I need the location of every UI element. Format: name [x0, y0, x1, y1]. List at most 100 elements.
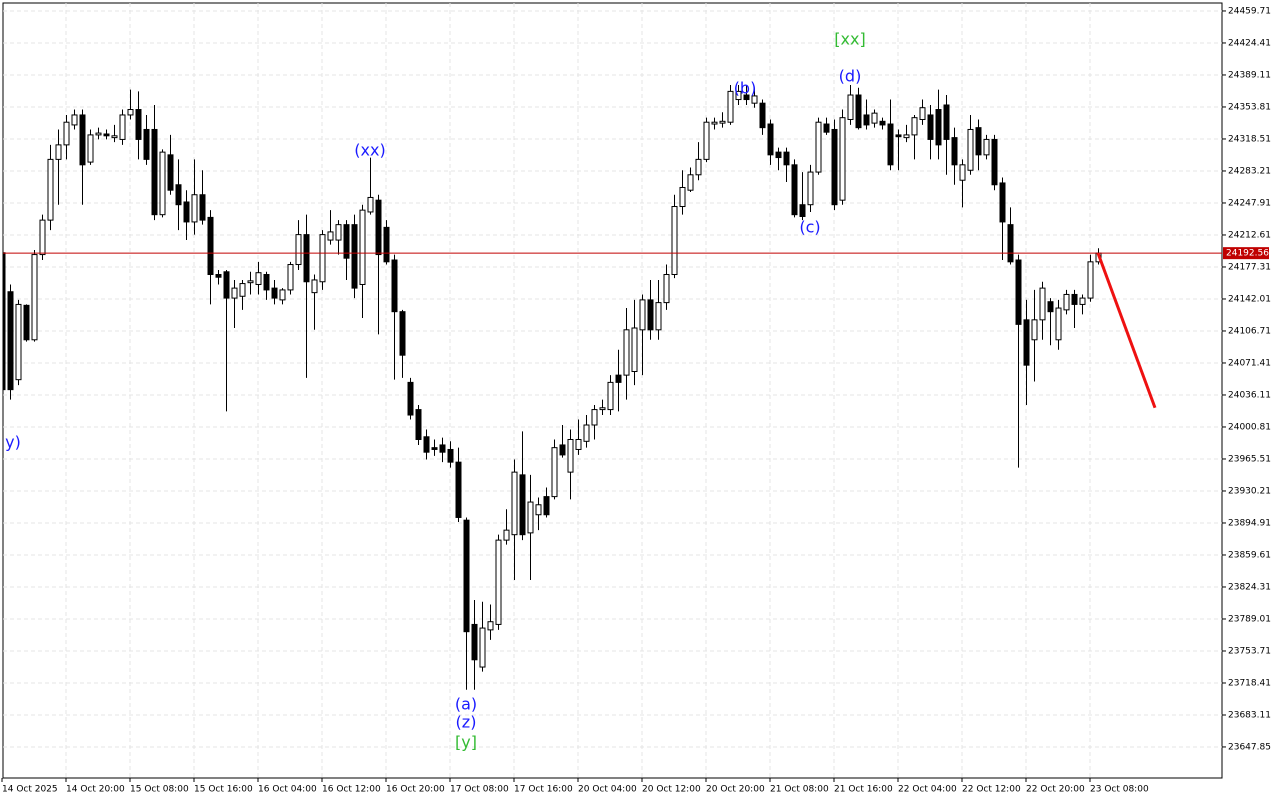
candle-body	[711, 121, 718, 125]
candle-body	[663, 274, 670, 304]
candle-body	[295, 234, 302, 266]
candle-body	[1055, 307, 1062, 341]
candle-body	[967, 128, 974, 171]
y-tick-label: 23965.51	[1228, 454, 1271, 464]
x-tick-label: 22 Oct 12:00	[962, 785, 1021, 795]
candle-body	[903, 134, 910, 139]
wave-label: (a)	[455, 695, 477, 714]
y-tick-label: 23718.41	[1228, 678, 1271, 688]
candle-body	[783, 151, 790, 166]
candle-body	[599, 407, 606, 411]
candle-body	[439, 444, 446, 453]
candle-body	[1063, 293, 1070, 311]
candle-body	[751, 95, 758, 104]
candle-body	[319, 234, 326, 283]
candle-body	[39, 219, 46, 256]
candle-body	[303, 234, 310, 283]
y-tick-label: 24142.01	[1228, 294, 1271, 304]
candle-body	[983, 138, 990, 156]
candle-body	[855, 94, 862, 129]
x-tick-label: 20 Oct 04:00	[578, 785, 637, 795]
candle-body	[975, 127, 982, 156]
candle-body	[247, 280, 254, 284]
y-tick-label: 24036.11	[1228, 390, 1271, 400]
y-tick-label: 24318.51	[1228, 134, 1271, 144]
candle-body	[255, 272, 262, 285]
candle-body	[679, 186, 686, 208]
candle-body	[943, 104, 950, 140]
x-tick-label: 23 Oct 08:00	[1090, 785, 1149, 795]
candle-body	[759, 102, 766, 129]
candle-body	[895, 134, 902, 138]
y-tick-label: 24106.71	[1228, 326, 1271, 336]
candle-body	[999, 182, 1006, 223]
candle-body	[47, 158, 54, 221]
candle-body	[31, 254, 38, 341]
candle-body	[623, 329, 630, 376]
candle-body	[55, 144, 62, 160]
forecast-line	[1096, 252, 1157, 409]
candle-body	[199, 194, 206, 221]
candle-body	[223, 271, 230, 299]
candle-body	[727, 90, 734, 123]
candle-body	[1015, 259, 1022, 325]
candle-body	[103, 133, 110, 137]
y-tick-label: 23859.61	[1228, 550, 1271, 560]
candle-body	[7, 291, 14, 391]
candle-body	[1079, 297, 1086, 305]
y-tick-label: 24071.41	[1228, 358, 1271, 368]
candle-body	[1047, 301, 1054, 313]
candle-body	[775, 151, 782, 159]
candle-body	[831, 128, 838, 206]
plot-area	[3, 85, 1222, 690]
wave-label: (b)	[734, 79, 757, 98]
candle-body	[807, 171, 814, 206]
candle-body	[839, 117, 846, 201]
candle-body	[543, 496, 550, 516]
candle-body	[487, 621, 494, 631]
candle-body	[63, 121, 70, 146]
x-tick-label: 15 Oct 16:00	[194, 785, 253, 795]
candle-body	[87, 134, 94, 163]
y-tick-label: 24353.81	[1228, 102, 1271, 112]
candle-body	[143, 128, 150, 160]
candle-body	[527, 501, 534, 534]
candle-body	[575, 438, 582, 450]
candle-body	[639, 299, 646, 331]
candle-body	[503, 529, 510, 541]
candle-body	[1031, 319, 1038, 341]
current-price-label: 24192.56	[1226, 249, 1269, 259]
candle-body	[151, 128, 158, 216]
y-tick-label: 23647.85	[1228, 742, 1271, 752]
candle-body	[343, 224, 350, 259]
candle-body	[615, 374, 622, 383]
wave-label: (d)	[839, 67, 862, 86]
candle-body	[95, 132, 102, 136]
wave-label: y)	[5, 433, 21, 452]
wave-label: [xx]	[834, 30, 865, 49]
candle-body	[287, 264, 294, 291]
axes: 24459.71 24424.41 24389.11 24353.81 24318.51…	[1, 6, 1271, 795]
candle-body	[951, 137, 958, 166]
candle-body	[279, 289, 286, 301]
candle-body	[935, 109, 942, 146]
grid	[3, 3, 1222, 778]
candle-body	[1071, 293, 1078, 305]
candle-body	[871, 112, 878, 124]
candle-body	[879, 120, 886, 126]
candle-body	[631, 327, 638, 373]
candle-body	[919, 107, 926, 120]
candle-body	[863, 114, 870, 126]
candle-body	[447, 448, 454, 463]
candle-body	[367, 196, 374, 213]
candle-body	[351, 224, 358, 289]
y-tick-label: 23894.91	[1228, 518, 1271, 528]
candle-body	[335, 224, 342, 241]
candle-body	[671, 206, 678, 276]
candle-body	[567, 438, 574, 473]
candle-body	[927, 114, 934, 140]
candle-body	[703, 121, 710, 160]
candle-body	[271, 287, 278, 299]
